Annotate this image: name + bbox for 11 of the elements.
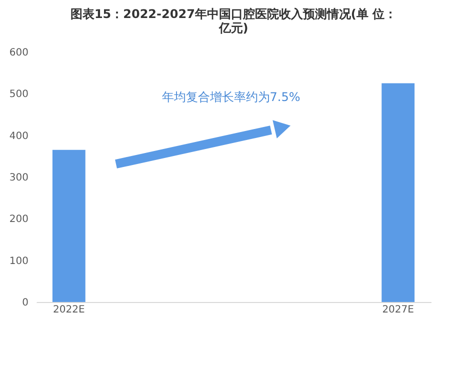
y-tick-label: 200 [9, 214, 28, 226]
annotation: 年均复合增长率约为7.5% [162, 90, 300, 104]
x-tick-label: 2022E [53, 304, 85, 316]
y-tick-label: 400 [9, 130, 28, 142]
chart-title: 图表15：2022-2027年中国口腔医院收入预测情况(单 位：亿元) [70, 7, 397, 35]
y-tick-label: 300 [9, 172, 28, 184]
y-tick-label: 100 [9, 256, 28, 267]
x-tick-label: 2027E [382, 304, 414, 316]
y-tick-label: 600 [9, 48, 28, 58]
y-tick-label: 0 [22, 298, 28, 308]
y-tick-label: 500 [9, 89, 28, 100]
